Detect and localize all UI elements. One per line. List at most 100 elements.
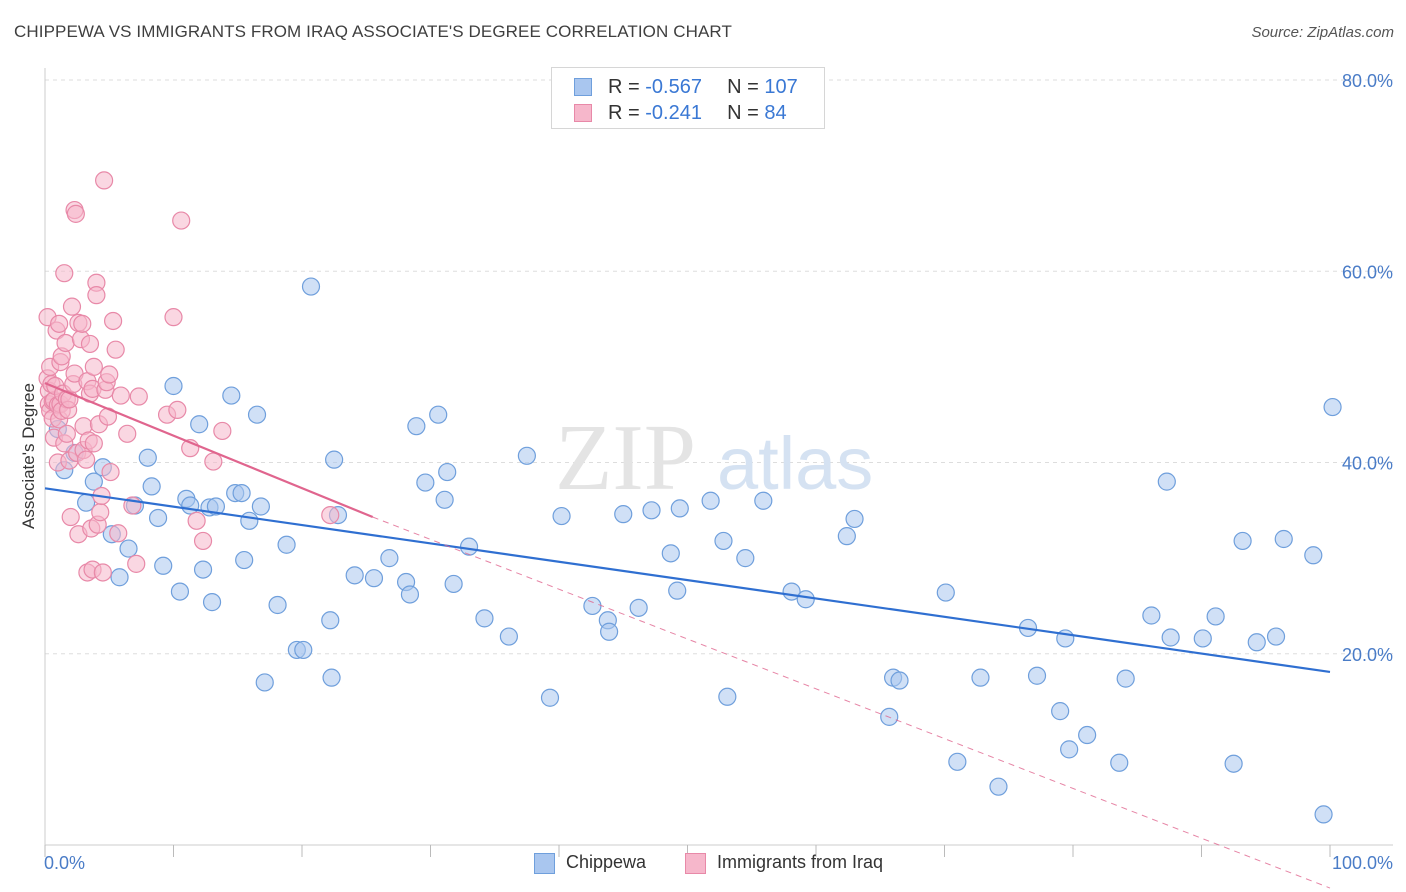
grid-lines: [45, 79, 1393, 655]
chippewa-point: [948, 752, 967, 771]
chippewa-point: [400, 585, 420, 604]
chippewa-point: [222, 386, 241, 405]
chippewa-point: [661, 544, 680, 563]
chippewa-point: [583, 596, 602, 616]
iraq-point: [321, 505, 340, 525]
chippewa-point: [845, 509, 864, 529]
chippewa-point: [736, 549, 755, 568]
chippewa-point: [170, 582, 190, 601]
iraq-point: [73, 314, 92, 333]
chippewa-point: [438, 462, 457, 482]
chippewa-point: [1266, 627, 1286, 646]
iraq-point: [61, 507, 80, 527]
iraq-point: [101, 462, 120, 482]
chippewa-point: [642, 501, 661, 520]
chippewa-point: [936, 583, 955, 602]
r-label: R =: [608, 76, 646, 98]
n-value: 84: [764, 102, 787, 124]
iraq-point: [104, 311, 123, 331]
chippewa-point: [345, 566, 364, 585]
iraq-point: [84, 357, 103, 376]
chippewa-point: [1110, 753, 1129, 772]
iraq-legend-swatch: [685, 853, 706, 874]
chippewa-point: [251, 497, 270, 516]
chippewa-trend-line: [44, 487, 1331, 674]
iraq-point: [127, 554, 146, 573]
chippewa-point: [629, 598, 648, 617]
iraq-point: [93, 563, 112, 582]
watermark-atlas: atlas: [717, 422, 873, 505]
chippewa-point: [193, 560, 213, 579]
y-tick-label: 40.0%: [1342, 454, 1393, 474]
iraq-point: [62, 297, 82, 316]
chippewa-point: [1233, 531, 1252, 551]
chippewa-point: [206, 497, 226, 516]
iraq-point: [106, 340, 125, 359]
iraq-point: [57, 424, 76, 443]
chippewa-point: [190, 415, 209, 434]
chippewa-point: [540, 688, 560, 707]
chippewa-point: [754, 491, 773, 510]
iraq-trend-line: [44, 382, 374, 519]
y-tick-label: 60.0%: [1342, 262, 1393, 282]
chippewa-point: [668, 581, 687, 600]
iraq-point: [50, 314, 69, 333]
chippewa-point: [1224, 754, 1243, 773]
chippewa-point: [277, 535, 296, 554]
chippewa-point: [301, 277, 321, 296]
y-tick-label: 20.0%: [1342, 645, 1393, 665]
iraq-point: [56, 333, 75, 353]
chippewa-point: [364, 569, 384, 588]
chippewa-point: [321, 611, 340, 630]
iraq-point: [66, 204, 85, 223]
chippewa-point: [670, 499, 689, 518]
chippewa-point: [1323, 397, 1342, 417]
chippewa-point: [247, 405, 267, 424]
chippewa-point: [119, 539, 138, 558]
chippewa-point: [614, 505, 633, 524]
iraq-trend-extrapolation: [372, 516, 1331, 889]
chippewa-swatch: [574, 78, 592, 96]
watermark-zip: ZIP: [555, 406, 696, 510]
y-axis-title: Associate's Degree: [19, 383, 38, 529]
iraq-swatch: [574, 104, 592, 122]
iraq-point: [87, 286, 106, 305]
chippewa-point: [475, 609, 494, 628]
n-label: N =: [727, 76, 765, 98]
iraq-point: [95, 171, 114, 190]
chippewa-point: [181, 496, 200, 515]
chippewa-point: [142, 477, 161, 496]
chippewa-legend-swatch: [534, 853, 555, 874]
chippewa-point: [837, 527, 856, 546]
y-tick-label: 80.0%: [1342, 71, 1393, 91]
chippewa-point: [1078, 725, 1097, 745]
chippewa-point: [517, 446, 536, 465]
iraq-point: [129, 387, 148, 406]
chippewa-point: [1193, 629, 1212, 648]
chippewa-point: [890, 671, 909, 690]
chippewa-point: [255, 673, 274, 692]
chippewa-point: [435, 490, 454, 509]
chippewa-point: [240, 511, 259, 530]
iraq-point: [84, 434, 103, 453]
chippewa-point: [971, 668, 990, 687]
n-value: 107: [764, 76, 798, 98]
trend-lines: [44, 382, 1331, 889]
chippewa-point: [268, 595, 287, 615]
chippewa-point: [499, 627, 518, 646]
chippewa-point: [110, 568, 129, 587]
chippewa-point: [600, 622, 619, 641]
r-value: -0.567: [645, 76, 702, 98]
n-label: N =: [727, 102, 765, 124]
chippewa-point: [164, 376, 183, 396]
iraq-point: [168, 400, 187, 420]
chart-title: CHIPPEWA VS IMMIGRANTS FROM IRAQ ASSOCIA…: [14, 22, 732, 41]
chippewa-point: [148, 508, 168, 528]
iraq-point: [111, 386, 130, 405]
chippewa-point: [380, 549, 399, 568]
chippewa-point: [1051, 702, 1070, 721]
chippewa-point: [1157, 472, 1176, 491]
iraq-point: [164, 308, 183, 327]
chippewa-point: [796, 590, 815, 609]
